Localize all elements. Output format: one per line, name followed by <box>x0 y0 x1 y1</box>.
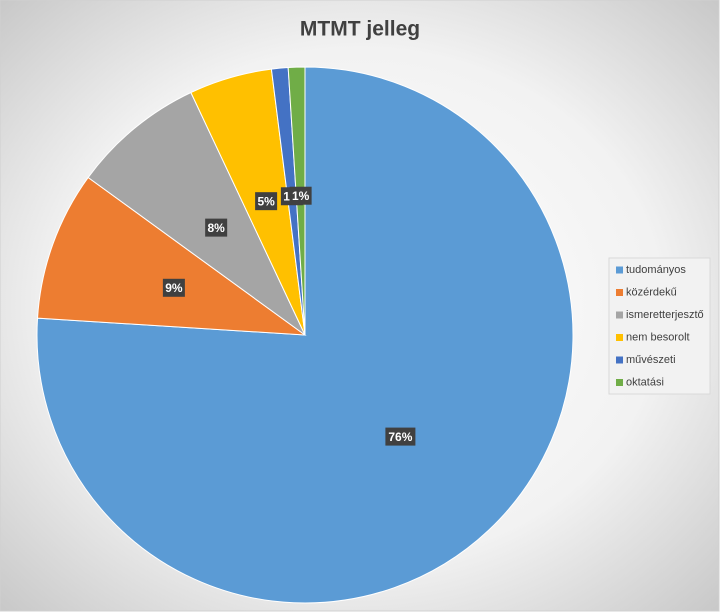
legend-label: oktatási <box>626 376 664 388</box>
legend-label: közérdekű <box>626 286 677 298</box>
legend-swatch <box>616 266 623 274</box>
legend-swatch <box>616 334 623 341</box>
legend-label: nem besorolt <box>626 331 690 343</box>
legend-label: művészeti <box>626 354 676 366</box>
data-label: 76% <box>388 430 412 444</box>
legend-label: ismeretterjesztő <box>626 309 704 321</box>
data-label: 8% <box>207 221 225 235</box>
data-label-box <box>162 278 185 297</box>
data-label: 1% <box>292 189 310 203</box>
legend <box>608 257 711 395</box>
data-label-box <box>385 427 416 446</box>
data-label: 9% <box>165 281 183 295</box>
legend-swatch <box>616 379 623 386</box>
data-label-box <box>289 186 312 205</box>
pie-slice <box>87 91 306 336</box>
pie-slice <box>36 176 307 336</box>
legend-swatch <box>616 289 623 296</box>
data-label-box <box>205 218 228 237</box>
data-label: 5% <box>257 194 275 208</box>
legend-swatch <box>616 356 623 364</box>
chart-title: MTMT jelleg <box>300 18 420 41</box>
legend-swatch <box>616 311 623 319</box>
legend-label: tudományos <box>626 264 686 276</box>
data-label-box <box>255 192 278 211</box>
